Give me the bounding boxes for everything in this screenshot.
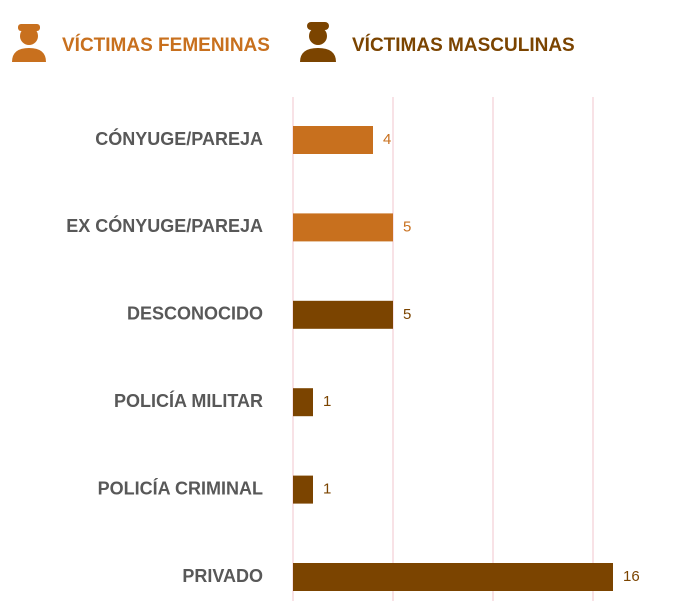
bar [293,388,313,417]
bar [293,563,613,591]
legend-label: VÍCTIMAS FEMENINAS [62,34,270,56]
male-icon [300,22,336,62]
value-label: 16 [623,568,640,585]
female-icon [12,24,46,62]
y-tick-label: POLICÍA MILITAR [114,390,263,411]
y-tick-label: CÓNYUGE/PAREJA [95,128,263,149]
value-label: 1 [323,393,331,410]
y-tick-label: DESCONOCIDO [127,304,263,324]
value-label: 5 [403,218,411,235]
y-tick-label: EX CÓNYUGE/PAREJA [66,215,263,236]
bar [293,475,313,504]
value-label: 1 [323,481,331,498]
bar [293,300,393,329]
y-tick-label: PRIVADO [182,566,263,586]
legend-label: VÍCTIMAS MASCULINAS [352,34,575,56]
value-label: 5 [403,306,411,323]
bar [293,213,393,242]
y-tick-label: POLICÍA CRIMINAL [98,477,263,498]
bar [293,126,373,154]
value-label: 4 [383,131,391,148]
